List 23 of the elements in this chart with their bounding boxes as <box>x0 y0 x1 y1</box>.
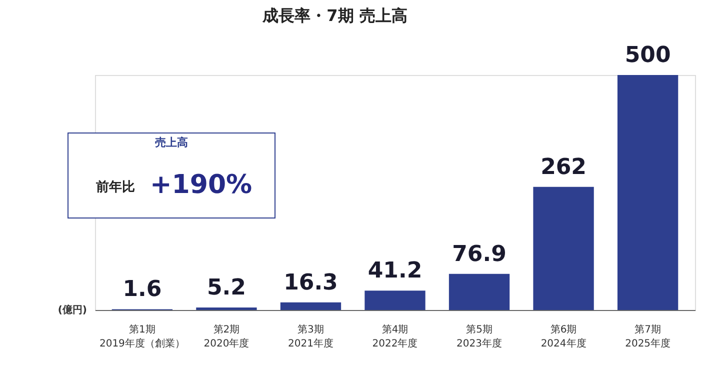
bar <box>364 290 426 310</box>
x-tick-label: 第4期 2022年度 <box>372 324 418 350</box>
bar <box>533 186 594 310</box>
data-label: 1.6 <box>122 277 162 302</box>
x-tick-label: 第6期 2024年度 <box>540 324 586 350</box>
data-label: 5.2 <box>206 276 246 301</box>
bar <box>280 302 342 310</box>
x-tick-label: 第3期 2021年度 <box>288 324 334 350</box>
annotation: 前年比 +190% <box>95 170 252 200</box>
data-label: 41.2 <box>368 258 422 284</box>
x-tick-label: 第2期 2020年度 <box>204 324 250 350</box>
bar <box>448 274 510 310</box>
y-axis-title: (億円) <box>58 304 87 316</box>
x-tick-label: 第7期 2025年度 <box>625 324 671 350</box>
data-label: 500 <box>624 43 671 68</box>
chart-title: 成長率・7期 売上高 <box>262 6 408 25</box>
bar <box>617 75 678 310</box>
data-label: 76.9 <box>452 242 506 267</box>
data-label: 16.3 <box>284 270 338 296</box>
annotation: 売上高 <box>155 136 188 149</box>
data-label: 262 <box>540 154 587 180</box>
x-tick-label: 第5期 2023年度 <box>456 324 502 350</box>
x-tick-label: 第1期 2019年度（創業） <box>99 324 185 350</box>
